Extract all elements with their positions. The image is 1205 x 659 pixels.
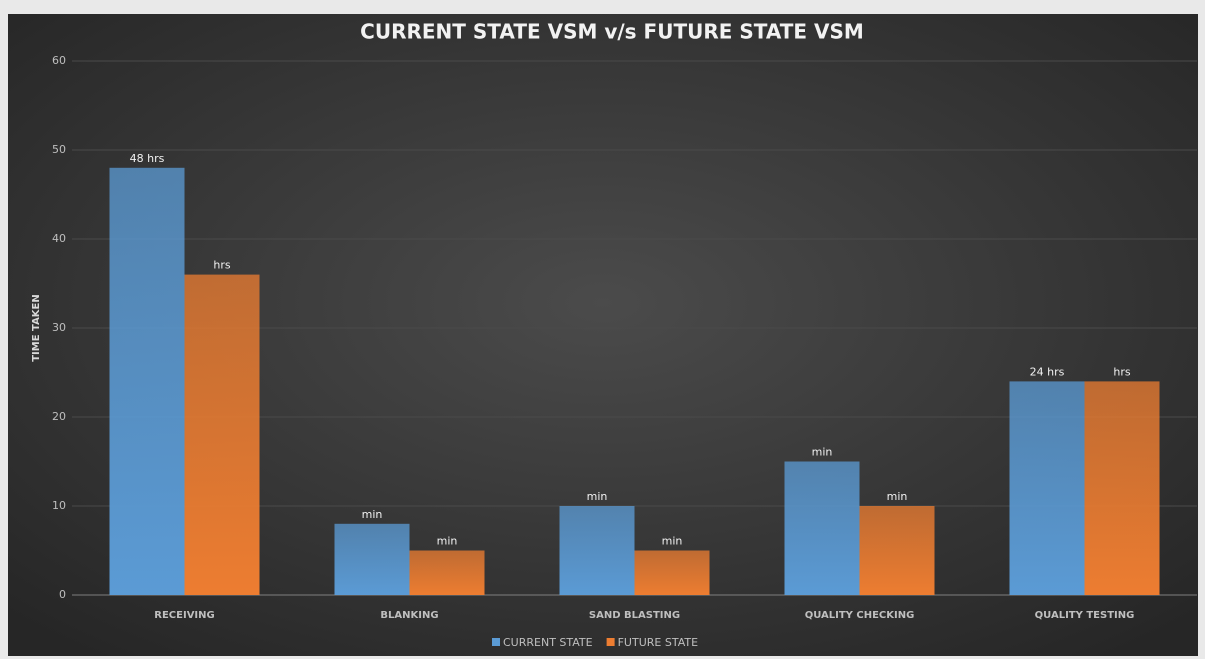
y-tick-label: 20 xyxy=(52,410,66,423)
data-label: 24 hrs xyxy=(1030,365,1065,378)
y-tick-label: 50 xyxy=(52,143,66,156)
data-label: min xyxy=(812,446,833,459)
y-tick-label: 0 xyxy=(59,588,66,601)
data-label: min xyxy=(437,535,458,548)
chart-title: CURRENT STATE VSM v/s FUTURE STATE VSM xyxy=(360,20,864,44)
y-tick-label: 30 xyxy=(52,321,66,334)
data-label: hrs xyxy=(213,259,230,272)
legend-key xyxy=(606,638,615,646)
x-tick-label: SAND BLASTING xyxy=(589,610,680,621)
legend-label: FUTURE STATE xyxy=(618,636,698,649)
bar xyxy=(634,550,710,595)
data-label: min xyxy=(587,490,608,503)
x-tick-label: QUALITY TESTING xyxy=(1035,610,1135,621)
x-tick-label: BLANKING xyxy=(380,610,438,621)
x-tick-label: RECEIVING xyxy=(154,610,214,621)
data-label: min xyxy=(887,490,908,503)
bar xyxy=(334,523,410,595)
y-axis-title: TIME TAKEN xyxy=(31,294,42,362)
bar xyxy=(559,506,635,595)
legend-label: CURRENT STATE xyxy=(503,636,593,649)
data-label: min xyxy=(362,508,383,521)
legend-key xyxy=(492,638,500,646)
bar xyxy=(784,461,860,595)
x-tick-label: QUALITY CHECKING xyxy=(805,610,915,621)
data-label: min xyxy=(662,535,683,548)
bar xyxy=(184,274,260,595)
bar xyxy=(109,167,185,596)
y-tick-label: 10 xyxy=(52,499,66,512)
bar xyxy=(1084,381,1160,595)
data-label: 48 hrs xyxy=(130,152,165,165)
bar xyxy=(409,550,485,595)
bar xyxy=(859,506,935,595)
bar xyxy=(1009,381,1085,595)
data-label: hrs xyxy=(1113,365,1130,378)
y-tick-label: 40 xyxy=(52,232,66,245)
y-tick-label: 60 xyxy=(52,54,66,67)
